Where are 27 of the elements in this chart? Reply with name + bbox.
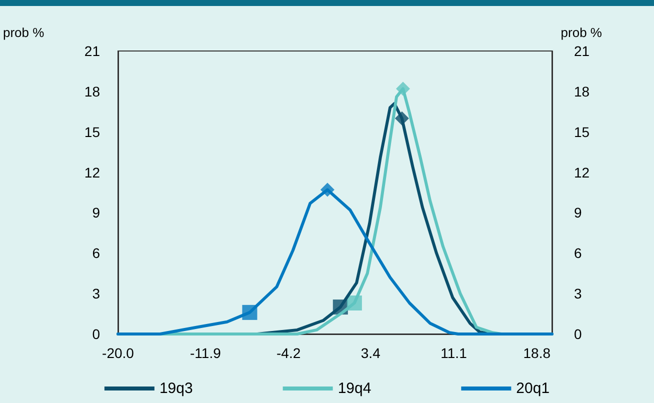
y2-tick-label: 9 [574,204,582,221]
x-tick-label: 11.1 [440,345,468,361]
y-tick-label: 9 [92,204,100,221]
y-tick-label: 12 [84,164,100,180]
x-tick-label: 3.4 [360,345,381,361]
x-tick-label: 18.8 [523,345,551,361]
y2-tick-label: 0 [574,326,582,342]
x-tick-label: -11.9 [190,345,222,361]
y2-tick-label: 21 [574,43,590,59]
y-tick-label: 3 [92,286,100,302]
y-tick-label: 15 [84,124,100,140]
y2-tick-label: 18 [574,83,590,100]
y-tick-label: 0 [92,326,100,342]
y2-tick-label: 15 [574,124,590,140]
y2-tick-label: 6 [574,245,582,262]
y-axis-title: prob % [3,25,45,40]
legend-label: 19q4 [338,380,372,397]
y2-tick-label: 3 [574,286,582,302]
y-tick-label: 21 [84,43,100,59]
legend-label: 20q1 [516,380,550,397]
x-tick-label: -20.0 [102,345,134,361]
x-tick-label: -4.2 [276,345,301,361]
y2-tick-label: 12 [574,164,590,180]
y-tick-label: 6 [92,245,100,262]
y2-axis-title: prob % [560,25,602,40]
legend-label: 19q3 [159,380,193,397]
y-tick-label: 18 [84,83,100,100]
